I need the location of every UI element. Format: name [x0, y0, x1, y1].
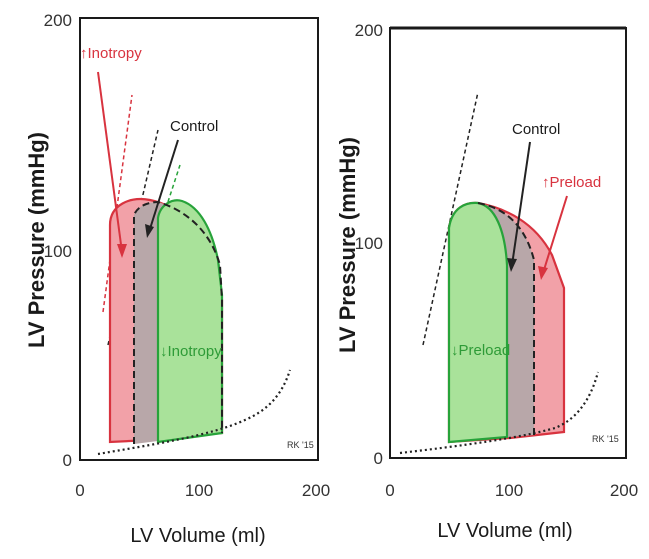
y-axis-title: LV Pressure (mmHg): [24, 132, 49, 348]
y-tick-label: 100: [44, 242, 72, 261]
inotropy-red-arrowhead: [117, 244, 127, 258]
x-axis-title: LV Volume (ml): [437, 520, 572, 542]
pv-loop-decreased-preload: [447, 201, 509, 444]
x-tick-label: 100: [185, 481, 213, 500]
preload-panel: ↑Preload Control ↓Preload RK '15 200 100…: [335, 21, 638, 542]
inotropy-panel: ↑Inotropy Control ↓Inotropy RK '15 200 1…: [24, 11, 330, 547]
x-tick-label: 200: [610, 481, 638, 500]
control-label: Control: [170, 118, 218, 135]
plot-frame: [79, 17, 319, 461]
pv-loop-decreased-inotropy: [156, 199, 224, 444]
x-tick-label: 0: [75, 481, 84, 500]
y-tick-label: 200: [44, 11, 72, 30]
credit-label: RK '15: [592, 434, 619, 444]
x-tick-label: 100: [495, 481, 523, 500]
preload-red-arrow: [542, 195, 568, 274]
y-axis-title: LV Pressure (mmHg): [335, 137, 360, 353]
y-tick-label: 0: [63, 451, 72, 470]
control-arrow: [148, 139, 179, 233]
control-arrow: [511, 141, 531, 266]
x-tick-label: 0: [385, 481, 394, 500]
espvr-red-line: [102, 94, 133, 313]
inotropy-red-arrow: [97, 71, 123, 253]
control-label: Control: [512, 121, 560, 138]
pv-loop-control-outline: [477, 202, 535, 435]
x-axis-title: LV Volume (ml): [130, 525, 265, 547]
edpvr-curve: [399, 371, 600, 455]
increased-preload-label: ↑Preload: [542, 174, 601, 191]
pv-loop-control-outline: [133, 200, 223, 444]
decreased-inotropy-label: ↓Inotropy: [160, 343, 222, 360]
control-arrowhead: [145, 224, 154, 238]
decreased-preload-label: ↓Preload: [451, 342, 510, 359]
y-tick-label: 100: [355, 234, 383, 253]
increased-inotropy-label: ↑Inotropy: [80, 45, 142, 62]
credit-label: RK '15: [287, 440, 314, 450]
edpvr-curve: [97, 369, 292, 456]
control-arrowhead: [507, 258, 517, 272]
y-tick-label: 0: [374, 449, 383, 468]
x-tick-label: 200: [302, 481, 330, 500]
preload-red-arrowhead: [538, 266, 548, 280]
y-tick-label: 200: [355, 21, 383, 40]
